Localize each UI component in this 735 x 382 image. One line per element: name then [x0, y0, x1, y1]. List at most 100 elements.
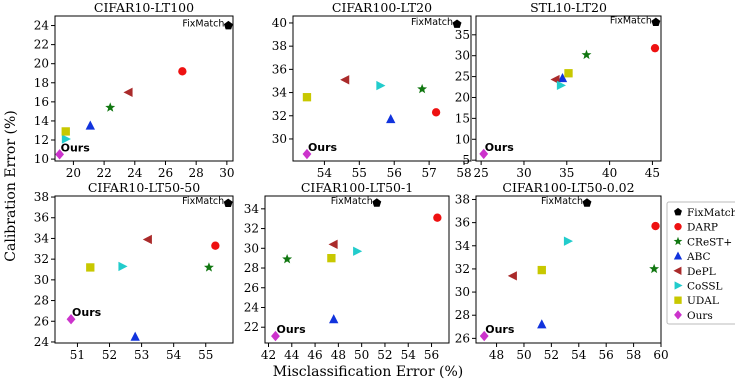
marker-udal	[302, 93, 312, 102]
x-tick-label: 51	[70, 348, 85, 362]
marker-abc	[557, 73, 568, 83]
chart-panel: CIFAR10-LT50-50 51 52 53 54 55 24 26 28 30 32 34 36 3…	[34, 180, 234, 362]
legend-item: DePL	[673, 266, 716, 278]
plot-frame	[475, 195, 662, 344]
marker-ours	[66, 313, 76, 325]
y-tick-label: 26	[34, 314, 49, 328]
x-tick-label: 56	[387, 166, 402, 180]
marker-cossl	[118, 261, 128, 272]
marker-ours	[302, 148, 312, 160]
panel-title: CIFAR100-LT50-1	[301, 180, 413, 195]
x-tick-label: 45	[645, 166, 660, 180]
plot-frame	[54, 195, 234, 344]
x-tick-label: 25	[473, 166, 488, 180]
legend-label: UDAL	[687, 295, 719, 307]
fixmatch-annotation: FixMatch	[331, 196, 373, 207]
x-tick-label: 58	[626, 348, 641, 362]
marker-depl	[673, 266, 682, 275]
marker-ours	[55, 149, 65, 160]
y-tick-label: 28	[455, 308, 470, 322]
marker-abc	[386, 114, 396, 124]
legend: FixMatch DARP CReST+ ABC DePL CoSSL UDAL Ours	[666, 201, 735, 325]
marker-abc	[329, 314, 339, 324]
y-tick-label: 24	[34, 19, 50, 33]
marker-darp	[211, 241, 220, 250]
y-tick-label: 12	[34, 133, 49, 147]
plot-frame	[475, 15, 662, 162]
marker-fixmatch	[223, 20, 233, 30]
y-tick-label: 34	[272, 86, 288, 100]
y-tick-label: 38	[34, 190, 49, 204]
legend-item: DARP	[674, 222, 718, 234]
marker-udal	[86, 263, 95, 272]
y-tick-label: 5	[462, 153, 470, 167]
x-tick-label: 52	[377, 348, 392, 362]
figure-xlabel: Misclassification Error (%)	[273, 364, 463, 380]
legend-label: FixMatch	[687, 207, 735, 219]
marker-abc	[673, 251, 683, 260]
legend-label: Ours	[687, 310, 713, 322]
marker-udal	[674, 296, 682, 304]
marker-cossl	[353, 246, 363, 256]
legend-label: CoSSL	[687, 281, 723, 293]
y-tick-label: 34	[455, 239, 471, 253]
marker-crest-	[649, 263, 660, 274]
marker-fixmatch	[372, 198, 382, 207]
y-tick-label: 30	[272, 132, 287, 146]
x-tick-label: 50	[516, 348, 531, 362]
x-tick-label: 55	[198, 348, 213, 362]
x-tick-label: 52	[102, 348, 117, 362]
legend-label: DARP	[687, 222, 718, 234]
legend-item: UDAL	[674, 295, 719, 307]
chart-panel: CIFAR100-LT50-1 42 44 46 48 50 52 54 56 22 24 26 28 3…	[244, 180, 450, 362]
x-tick-label: 58	[456, 166, 471, 180]
figure-ylabel: Calibration Error (%)	[3, 110, 19, 261]
chart-panel: CIFAR10-LT100 20 22 24 26 28 30 10 12 14 16 18 20 22 2…	[34, 0, 235, 180]
fixmatch-annotation: FixMatch	[610, 15, 652, 26]
x-tick-label: 48	[489, 348, 504, 362]
y-tick-label: 35	[455, 28, 470, 42]
y-tick-label: 22	[244, 320, 259, 334]
x-tick-label: 56	[599, 348, 614, 362]
legend-label: ABC	[686, 251, 711, 263]
legend-label: CReST+	[687, 236, 732, 248]
x-tick-label: 24	[127, 166, 143, 180]
fixmatch-annotation: FixMatch	[541, 196, 583, 207]
x-tick-label: 44	[284, 348, 300, 362]
marker-crest-	[105, 102, 116, 112]
marker-depl	[340, 75, 350, 85]
marker-darp	[650, 44, 660, 53]
y-tick-label: 24	[34, 335, 50, 349]
y-tick-label: 30	[244, 241, 259, 255]
marker-crest-	[417, 83, 428, 94]
x-tick-label: 46	[307, 348, 322, 362]
chart-panels: CIFAR10-LT100 20 22 24 26 28 30 10 12 14 16 18 20 22 2…	[34, 0, 669, 362]
y-tick-label: 20	[455, 90, 470, 104]
x-tick-label: 35	[559, 166, 574, 180]
y-tick-label: 36	[34, 211, 49, 225]
marker-abc	[537, 319, 547, 329]
legend-item: CoSSL	[674, 281, 723, 293]
x-tick-label: 54	[166, 348, 182, 362]
legend-item: FixMatch	[674, 207, 735, 219]
marker-fixmatch	[651, 17, 661, 27]
x-tick-label: 28	[189, 166, 204, 180]
chart-panel: CIFAR100-LT20 54 55 56 57 58 30 32 34 36 38 40 FixMa…	[272, 0, 472, 180]
legend-label: DePL	[687, 266, 716, 278]
y-tick-label: 16	[34, 95, 49, 109]
x-tick-label: 54	[571, 348, 587, 362]
y-tick-label: 34	[244, 202, 260, 216]
marker-crest-	[581, 49, 592, 60]
x-tick-label: 57	[421, 166, 436, 180]
fixmatch-annotation: FixMatch	[182, 196, 224, 207]
marker-fixmatch	[582, 198, 592, 207]
marker-udal	[564, 69, 573, 78]
fixmatch-annotation: FixMatch	[411, 17, 453, 28]
marker-darp	[674, 223, 682, 231]
marker-darp	[651, 221, 660, 231]
marker-abc	[85, 120, 95, 130]
marker-fixmatch	[674, 207, 682, 216]
marker-depl	[507, 271, 517, 281]
y-tick-label: 25	[455, 70, 470, 84]
